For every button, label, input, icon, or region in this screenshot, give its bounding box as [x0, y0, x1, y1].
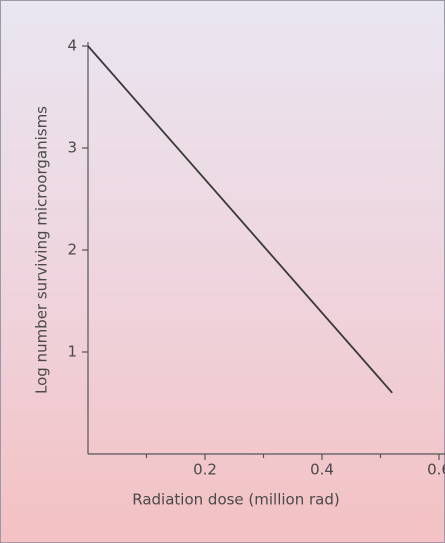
y-tick-label: 2 — [67, 241, 77, 259]
x-axis-label: Radiation dose (million rad) — [132, 491, 340, 509]
y-axis-label: Log number surviving microorganisms — [33, 106, 51, 394]
y-tick-label: 3 — [67, 139, 77, 157]
x-tick-label: 0.4 — [310, 461, 334, 479]
x-tick-label: 0.6 — [427, 461, 445, 479]
y-tick-label: 4 — [67, 37, 77, 55]
x-tick-label: 0.2 — [193, 461, 217, 479]
data-line — [87, 45, 393, 394]
y-tick-label: 1 — [67, 343, 77, 361]
